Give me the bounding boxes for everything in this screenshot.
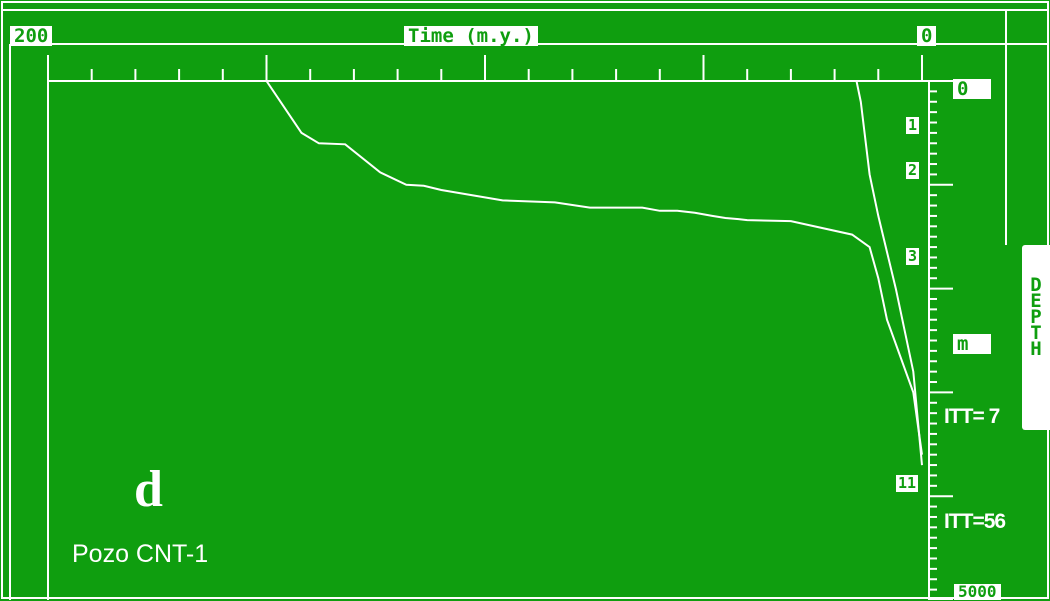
depth-letter: E <box>1030 290 1042 312</box>
depth-letter: T <box>1030 322 1042 344</box>
x-axis-right-label: 0 <box>917 26 937 46</box>
stratigraphic-marker-1: 1 <box>906 116 920 134</box>
panel-letter: d <box>134 461 163 518</box>
stratigraphic-marker-2: 2 <box>906 161 920 179</box>
stratigraphic-marker-11: 11 <box>896 474 919 492</box>
burial-curve-late <box>855 80 923 466</box>
well-name: Pozo CNT-1 <box>72 540 209 568</box>
depth-bottom-label: 5000 <box>954 584 1001 600</box>
itt-bottom-annotation: ITT=56 <box>944 510 1006 533</box>
stratigraphic-marker-3: 3 <box>906 247 920 265</box>
depth-axis-title: D E P T H <box>1022 245 1050 430</box>
itt-top-annotation: ITT= 7 <box>944 405 1000 428</box>
depth-unit-label: m <box>953 334 991 354</box>
depth-letter: D <box>1030 274 1042 296</box>
x-axis-title: Time (m.y.) <box>404 26 538 46</box>
depth-letter: P <box>1030 306 1042 328</box>
x-axis-left-label: 200 <box>10 26 53 46</box>
chart-ticks <box>47 55 953 600</box>
burial-curve-base <box>231 80 923 455</box>
depth-letter: H <box>1030 338 1042 360</box>
burial-curves <box>48 80 923 466</box>
depth-top-label: 0 <box>953 79 991 99</box>
